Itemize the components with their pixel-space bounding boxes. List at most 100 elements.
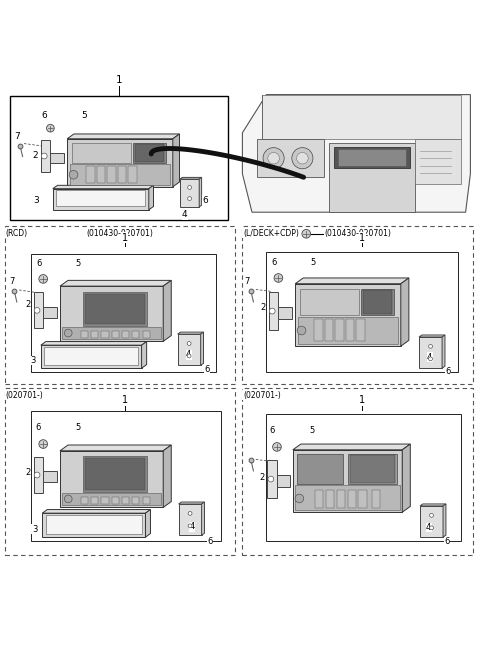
- Bar: [300, 289, 359, 315]
- Bar: [81, 497, 88, 504]
- Bar: [350, 456, 395, 483]
- Text: 5: 5: [310, 426, 314, 435]
- Bar: [91, 332, 98, 338]
- Bar: [108, 166, 116, 183]
- Polygon shape: [329, 143, 415, 212]
- Bar: [357, 319, 365, 341]
- Circle shape: [41, 153, 47, 159]
- Polygon shape: [53, 185, 154, 188]
- Polygon shape: [178, 334, 201, 365]
- Circle shape: [273, 443, 281, 451]
- Circle shape: [297, 326, 306, 335]
- Circle shape: [297, 153, 308, 164]
- Bar: [372, 490, 380, 508]
- Text: 3: 3: [30, 356, 36, 365]
- Polygon shape: [257, 139, 324, 177]
- Bar: [325, 490, 335, 508]
- FancyBboxPatch shape: [242, 226, 473, 384]
- Polygon shape: [56, 190, 145, 207]
- Text: 6: 6: [444, 538, 450, 547]
- FancyBboxPatch shape: [10, 96, 228, 220]
- Bar: [297, 454, 343, 484]
- Polygon shape: [293, 444, 410, 450]
- Bar: [338, 150, 406, 166]
- Bar: [359, 490, 367, 508]
- Bar: [111, 497, 119, 504]
- Circle shape: [188, 512, 192, 515]
- Bar: [336, 319, 344, 341]
- Polygon shape: [180, 177, 202, 179]
- Circle shape: [187, 341, 191, 345]
- Polygon shape: [201, 332, 204, 365]
- Bar: [135, 144, 164, 162]
- Bar: [84, 458, 145, 489]
- Circle shape: [188, 524, 192, 528]
- Bar: [111, 332, 119, 338]
- Polygon shape: [34, 457, 43, 493]
- Polygon shape: [41, 341, 147, 345]
- Bar: [62, 327, 161, 339]
- Text: 2: 2: [25, 469, 30, 477]
- FancyBboxPatch shape: [5, 388, 235, 555]
- Text: 5: 5: [81, 111, 87, 120]
- Circle shape: [263, 148, 284, 169]
- Polygon shape: [42, 510, 151, 513]
- Polygon shape: [43, 307, 57, 318]
- Circle shape: [269, 308, 275, 314]
- Text: 1: 1: [116, 75, 122, 85]
- Polygon shape: [442, 335, 445, 368]
- Text: 6: 6: [202, 196, 208, 205]
- Polygon shape: [173, 134, 180, 187]
- Polygon shape: [199, 177, 202, 207]
- Polygon shape: [178, 332, 204, 334]
- Polygon shape: [179, 502, 204, 504]
- Text: (020701-): (020701-): [5, 391, 43, 400]
- FancyBboxPatch shape: [242, 388, 473, 555]
- Circle shape: [64, 495, 72, 502]
- Polygon shape: [419, 337, 442, 368]
- Bar: [118, 166, 126, 183]
- Circle shape: [268, 153, 279, 164]
- Bar: [348, 490, 356, 508]
- Bar: [122, 497, 129, 504]
- Text: 6: 6: [36, 423, 41, 432]
- Polygon shape: [242, 95, 470, 212]
- Polygon shape: [50, 153, 64, 162]
- Circle shape: [274, 274, 283, 282]
- Text: 6: 6: [207, 536, 213, 545]
- Polygon shape: [179, 504, 202, 535]
- Polygon shape: [60, 280, 171, 286]
- Bar: [298, 317, 398, 345]
- Polygon shape: [42, 513, 145, 537]
- Bar: [86, 166, 95, 183]
- Polygon shape: [295, 283, 401, 346]
- Polygon shape: [67, 134, 180, 138]
- Polygon shape: [53, 188, 149, 210]
- Bar: [315, 490, 324, 508]
- Text: 6: 6: [269, 426, 275, 435]
- Circle shape: [430, 514, 433, 517]
- Bar: [101, 332, 108, 338]
- Polygon shape: [41, 140, 50, 172]
- Bar: [97, 166, 105, 183]
- Text: 5: 5: [75, 259, 80, 268]
- Text: 7: 7: [244, 278, 250, 286]
- Circle shape: [64, 329, 72, 337]
- Text: 6: 6: [42, 111, 48, 120]
- Polygon shape: [60, 450, 163, 508]
- Polygon shape: [60, 445, 171, 450]
- Text: 7: 7: [9, 278, 14, 286]
- Circle shape: [47, 124, 54, 132]
- Polygon shape: [180, 179, 199, 207]
- Bar: [72, 142, 131, 162]
- Circle shape: [268, 476, 274, 482]
- Circle shape: [187, 354, 191, 358]
- Text: (010430-020701): (010430-020701): [324, 229, 391, 237]
- Polygon shape: [293, 450, 402, 512]
- Polygon shape: [145, 510, 151, 537]
- Bar: [122, 332, 129, 338]
- Text: 7: 7: [14, 132, 20, 141]
- Polygon shape: [415, 139, 461, 184]
- Text: 2: 2: [33, 151, 38, 160]
- Bar: [336, 490, 345, 508]
